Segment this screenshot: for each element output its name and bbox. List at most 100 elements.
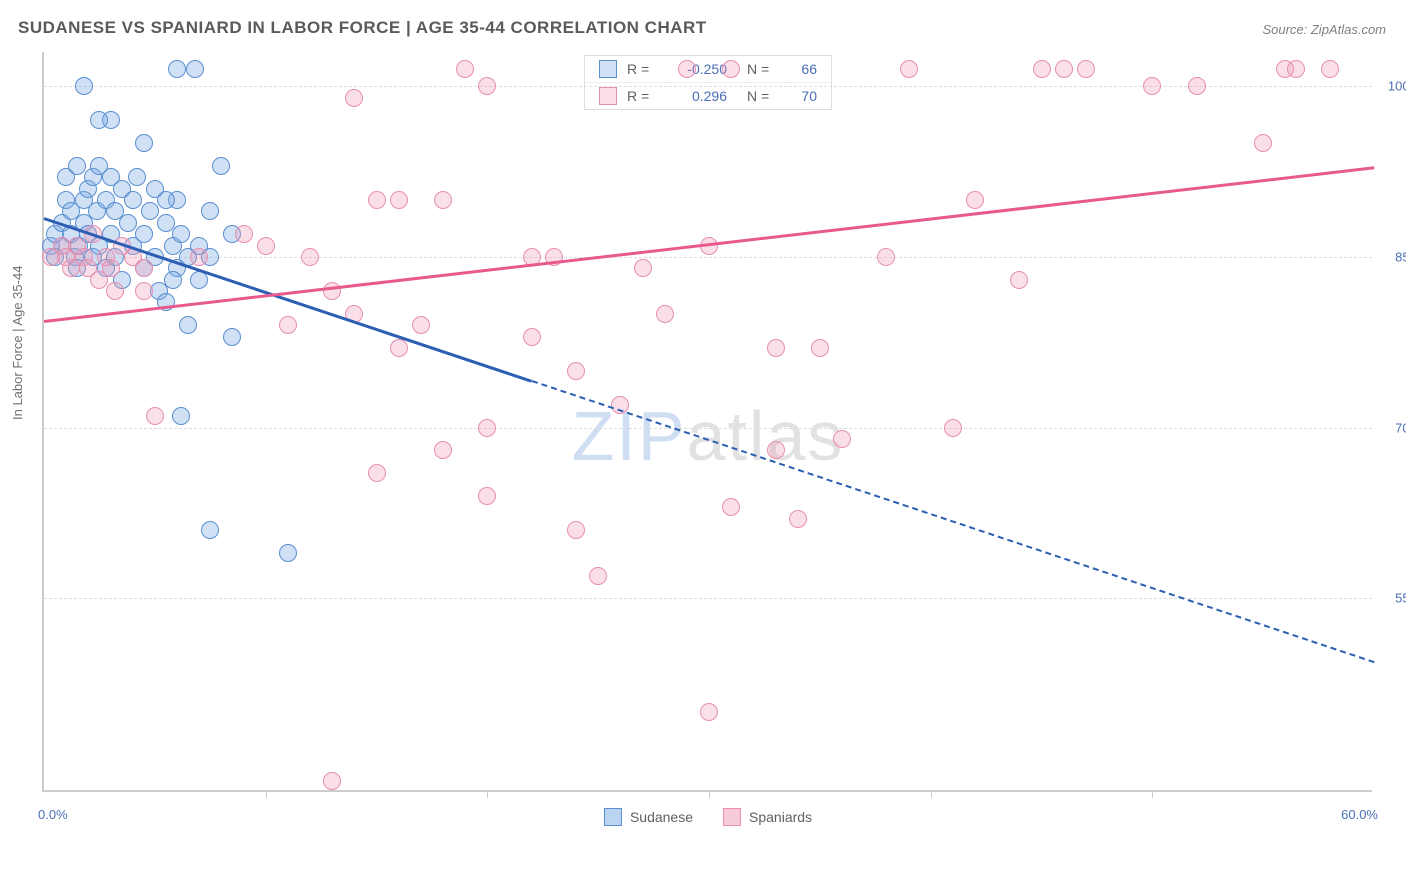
data-point	[168, 60, 186, 78]
legend-r-value: -0.250	[667, 61, 727, 77]
data-point	[124, 191, 142, 209]
data-point	[223, 328, 241, 346]
gridline	[44, 428, 1372, 429]
x-tick	[266, 790, 267, 798]
x-axis-max-label: 60.0%	[1341, 807, 1378, 822]
x-tick	[487, 790, 488, 798]
legend-n-label: N =	[747, 61, 777, 77]
legend-r-value: 0.296	[667, 88, 727, 104]
data-point	[478, 487, 496, 505]
data-point	[368, 464, 386, 482]
legend-swatch	[599, 87, 617, 105]
legend-swatch	[723, 808, 741, 826]
data-point	[146, 407, 164, 425]
data-point	[1321, 60, 1339, 78]
legend-row: R = -0.250 N = 66	[585, 56, 831, 83]
legend-label: Sudanese	[630, 809, 693, 825]
data-point	[179, 316, 197, 334]
data-point	[279, 316, 297, 334]
data-point	[767, 441, 785, 459]
x-tick	[931, 790, 932, 798]
data-point	[1055, 60, 1073, 78]
data-point	[390, 339, 408, 357]
data-point	[1287, 60, 1305, 78]
data-point	[141, 202, 159, 220]
data-point	[1077, 60, 1095, 78]
y-tick-label: 70.0%	[1395, 420, 1406, 435]
legend-label: Spaniards	[749, 809, 812, 825]
data-point	[789, 510, 807, 528]
data-point	[722, 60, 740, 78]
legend-r-label: R =	[627, 88, 657, 104]
y-tick-label: 55.0%	[1395, 591, 1406, 606]
data-point	[172, 407, 190, 425]
data-point	[523, 328, 541, 346]
data-point	[567, 521, 585, 539]
data-point	[412, 316, 430, 334]
data-point	[1143, 77, 1161, 95]
chart-title: SUDANESE VS SPANIARD IN LABOR FORCE | AG…	[18, 18, 707, 38]
data-point	[656, 305, 674, 323]
data-point	[279, 544, 297, 562]
watermark-part1: ZIP	[572, 397, 687, 475]
legend-item: Sudanese	[604, 808, 693, 826]
correlation-legend: R =-0.250N =66R =0.296N =70	[584, 55, 832, 110]
scatter-plot: ZIPatlas R =-0.250N =66R =0.296N =70 0.0…	[42, 52, 1372, 792]
data-point	[102, 259, 120, 277]
data-point	[235, 225, 253, 243]
data-point	[323, 772, 341, 790]
data-point	[135, 134, 153, 152]
data-point	[767, 339, 785, 357]
data-point	[201, 521, 219, 539]
data-point	[1254, 134, 1272, 152]
legend-r-label: R =	[627, 61, 657, 77]
gridline	[44, 598, 1372, 599]
data-point	[833, 430, 851, 448]
data-point	[201, 202, 219, 220]
data-point	[478, 77, 496, 95]
data-point	[456, 60, 474, 78]
data-point	[900, 60, 918, 78]
legend-n-value: 70	[787, 88, 817, 104]
legend-n-value: 66	[787, 61, 817, 77]
data-point	[944, 419, 962, 437]
data-point	[567, 362, 585, 380]
data-point	[877, 248, 895, 266]
data-point	[678, 60, 696, 78]
data-point	[90, 111, 108, 129]
data-point	[1033, 60, 1051, 78]
trend-line	[44, 166, 1374, 322]
data-point	[811, 339, 829, 357]
data-point	[589, 567, 607, 585]
data-point	[1188, 77, 1206, 95]
data-point	[106, 282, 124, 300]
data-point	[119, 214, 137, 232]
data-point	[1010, 271, 1028, 289]
data-point	[186, 60, 204, 78]
data-point	[157, 214, 175, 232]
x-tick	[709, 790, 710, 798]
series-legend: Sudanese Spaniards	[604, 808, 812, 826]
legend-swatch	[599, 60, 617, 78]
data-point	[301, 248, 319, 266]
data-point	[135, 259, 153, 277]
data-point	[434, 191, 452, 209]
data-point	[128, 168, 146, 186]
data-point	[634, 259, 652, 277]
data-point	[390, 191, 408, 209]
data-point	[68, 157, 86, 175]
data-point	[257, 237, 275, 255]
gridline	[44, 86, 1372, 87]
data-point	[478, 419, 496, 437]
legend-item: Spaniards	[723, 808, 812, 826]
data-point	[164, 271, 182, 289]
data-point	[190, 248, 208, 266]
y-axis-title: In Labor Force | Age 35-44	[10, 266, 25, 420]
data-point	[345, 89, 363, 107]
y-tick-label: 85.0%	[1395, 249, 1406, 264]
data-point	[368, 191, 386, 209]
data-point	[135, 225, 153, 243]
source-label: Source: ZipAtlas.com	[1262, 22, 1386, 37]
x-tick	[1152, 790, 1153, 798]
data-point	[434, 441, 452, 459]
